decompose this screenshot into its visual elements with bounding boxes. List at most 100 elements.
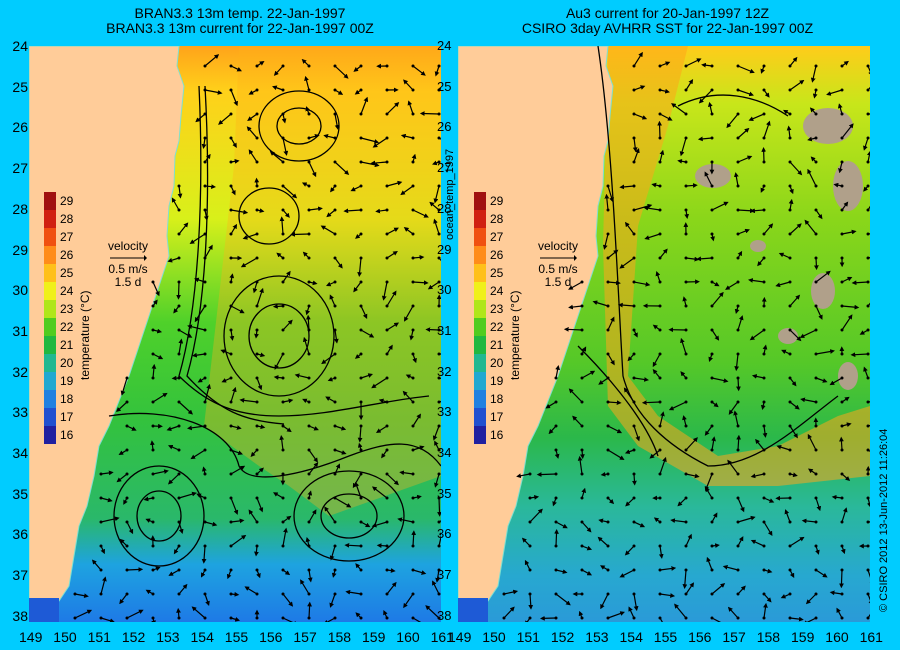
- current-arrow: [329, 545, 336, 561]
- arrow-origin-dot: [125, 424, 129, 428]
- arrow-origin-dot: [281, 304, 285, 308]
- arrow-origin-dot: [684, 184, 688, 188]
- lat-label-left: 29: [12, 241, 28, 258]
- arrow-origin-dot: [333, 184, 337, 188]
- arrow-origin-dot: [762, 568, 766, 572]
- current-arrow: [360, 373, 373, 379]
- arrow-origin-dot: [736, 256, 740, 260]
- arrow-origin-dot: [125, 520, 129, 524]
- arrow-origin-dot: [580, 568, 584, 572]
- arrow-origin-dot: [437, 568, 441, 572]
- arrow-origin-dot: [125, 376, 129, 380]
- lon-label-right: 153: [585, 629, 609, 645]
- arrow-origin-dot: [710, 496, 714, 500]
- arrow-origin-dot: [684, 304, 688, 308]
- arrow-origin-dot: [385, 208, 389, 212]
- current-arrow: [371, 521, 388, 528]
- current-arrow: [789, 161, 803, 176]
- arrow-origin-dot: [177, 448, 181, 452]
- credit-label: © CSIRO 2012 13-Jun-2012 11:26:04: [878, 428, 890, 612]
- current-arrow: [412, 255, 425, 260]
- arrow-origin-dot: [385, 448, 389, 452]
- arrow-origin-dot: [710, 616, 714, 620]
- current-arrow: [230, 518, 245, 524]
- arrow-origin-dot: [658, 568, 662, 572]
- current-arrow: [789, 401, 800, 410]
- arrow-origin-dot: [736, 520, 740, 524]
- colorbar-swatch: [474, 210, 486, 228]
- arrow-origin-dot: [411, 616, 415, 620]
- arrow-origin-dot: [229, 64, 233, 68]
- current-arrow: [204, 383, 211, 403]
- left-eddies: [108, 85, 441, 567]
- arrow-origin-dot: [840, 64, 844, 68]
- current-arrow: [815, 305, 823, 320]
- current-arrow: [282, 270, 291, 283]
- current-arrow: [750, 208, 765, 214]
- current-arrow: [607, 316, 615, 331]
- arrow-origin-dot: [866, 424, 870, 428]
- arrow-origin-dot: [229, 496, 233, 500]
- arrow-origin-dot: [151, 400, 155, 404]
- australia-coast-left: [29, 46, 185, 602]
- arrow-origin-dot: [840, 88, 844, 92]
- arrow-origin-dot: [736, 64, 740, 68]
- current-arrow: [659, 566, 677, 571]
- current-arrow: [192, 352, 206, 358]
- arrow-origin-dot: [866, 232, 870, 236]
- arrow-origin-dot: [788, 160, 792, 164]
- arrow-origin-dot: [814, 280, 818, 284]
- arrow-origin-dot: [411, 592, 415, 596]
- arrow-origin-dot: [736, 592, 740, 596]
- arrow-origin-dot: [762, 520, 766, 524]
- arrow-origin-dot: [333, 424, 337, 428]
- current-arrow: [412, 445, 425, 451]
- arrow-origin-dot: [177, 328, 181, 332]
- current-arrow: [357, 425, 363, 443]
- arrow-origin-dot: [580, 304, 584, 308]
- current-arrow: [789, 223, 802, 235]
- current-arrow: [329, 294, 336, 307]
- arrow-origin-dot: [814, 304, 818, 308]
- arrow-origin-dot: [359, 256, 363, 260]
- arrow-origin-dot: [580, 496, 584, 500]
- arrow-origin-dot: [255, 88, 259, 92]
- current-arrow: [711, 617, 722, 622]
- arrow-origin-dot: [281, 208, 285, 212]
- arrow-origin-dot: [307, 592, 311, 596]
- arrow-origin-dot: [788, 520, 792, 524]
- lon-label-right: 160: [825, 629, 849, 645]
- arrow-origin-dot: [411, 208, 415, 212]
- arrow-origin-dot: [632, 208, 636, 212]
- arrow-origin-dot: [606, 400, 610, 404]
- arrow-origin-dot: [736, 616, 740, 620]
- arrow-origin-dot: [359, 544, 363, 548]
- arrow-origin-dot: [606, 328, 610, 332]
- current-arrow: [563, 327, 583, 332]
- lon-label-left: 149: [19, 629, 43, 645]
- current-arrow: [386, 102, 400, 115]
- arrow-origin-dot: [437, 448, 441, 452]
- current-arrow: [685, 473, 700, 479]
- colorbar-swatch: [474, 264, 486, 282]
- current-arrow: [282, 137, 289, 156]
- arrow-origin-dot: [229, 328, 233, 332]
- arrow-origin-dot: [710, 64, 714, 68]
- current-arrow: [218, 113, 232, 125]
- arrow-origin-dot: [580, 472, 584, 476]
- current-arrow: [813, 257, 819, 271]
- arrow-origin-dot: [307, 472, 311, 476]
- arrow-origin-dot: [255, 160, 259, 164]
- arrow-origin-dot: [151, 568, 155, 572]
- arrow-origin-dot: [840, 208, 844, 212]
- arrow-origin-dot: [411, 184, 415, 188]
- colorbar-tick: 19: [60, 374, 74, 388]
- arrow-origin-dot: [762, 544, 766, 548]
- current-arrow: [826, 89, 843, 96]
- arrow-origin-dot: [307, 352, 311, 356]
- colorbar-tick: 23: [490, 302, 504, 316]
- arrow-origin-dot: [632, 352, 636, 356]
- arrow-origin-dot: [840, 568, 844, 572]
- arrow-origin-dot: [762, 184, 766, 188]
- lat-label-right: 26: [437, 119, 452, 135]
